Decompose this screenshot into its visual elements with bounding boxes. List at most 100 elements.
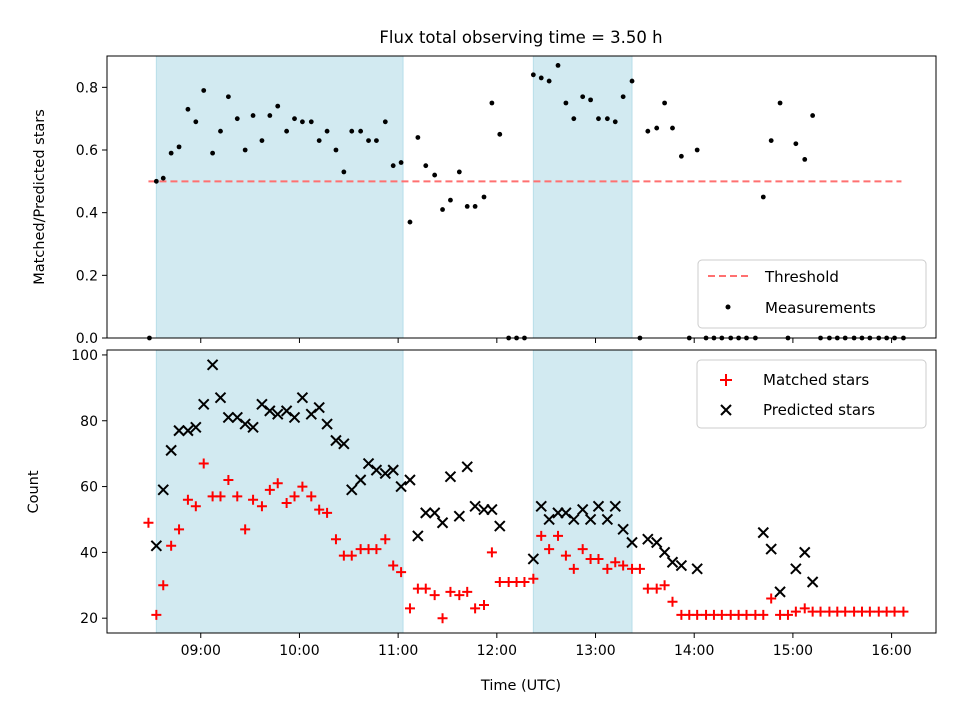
predicted-star-point [486,503,498,516]
measurement-point [472,204,478,209]
measurement-point [210,150,215,156]
top-plot-frame [106,55,937,339]
legend-threshold-label: Threshold [764,268,839,286]
predicted-star-point [370,464,383,476]
predicted-star-point [642,533,654,545]
matched-star-point [898,606,909,617]
measurement-point [308,119,314,125]
measurement-point [489,100,495,106]
matched-star-point [494,576,505,587]
predicted-star-point [626,536,638,549]
measurement-point [571,116,577,122]
matched-star-point [667,596,678,607]
matched-star-point [782,609,793,620]
bottom-legend[interactable]: Matched stars Predicted stars [696,359,927,429]
matched-star-point [577,544,588,555]
bottom-shaded-region-2 [532,349,633,634]
bottom-y-axis-label: Count [26,470,42,513]
measurement-point [250,113,256,118]
matched-star-point [429,590,440,601]
predicted-star-point [790,563,802,575]
predicted-star-point [296,392,309,404]
top-shaded-region-1 [155,55,404,339]
x-axis-label: Time (UTC) [480,678,561,694]
matched-star-point [240,524,251,535]
legend-predicted-swatch [720,404,732,416]
predicted-star-point [774,586,786,598]
top-y-tick-label: 0.0 [76,331,98,347]
predicted-star-point [239,418,251,430]
measurement-point [604,116,610,122]
predicted-star-point [568,513,580,526]
bottom-panel: 20 40 60 80 100 09:00 10:00 11:00 12:00 13:00 14:… [26,348,937,694]
measurement-point [760,194,766,200]
legend-predicted-label: Predicted stars [763,401,875,419]
matched-star-point [568,563,579,574]
predicted-star-point [395,480,407,493]
measurement-point [193,119,199,125]
matched-star-point [404,603,415,614]
top-legend[interactable]: Threshold Measurements [697,259,927,329]
x-tick-label: 13:00 [575,643,615,659]
predicted-star-point [404,474,416,486]
predicted-star-point [346,484,358,496]
measurement-point [218,128,223,134]
matched-star-point [519,576,530,587]
predicted-star-point [666,556,679,568]
predicted-star-point [453,510,466,522]
measurement-point [580,94,586,100]
bottom-x-axis: 09:00 10:00 11:00 12:00 13:00 14:00 15:00 16:00 [181,633,912,659]
x-tick-label: 14:00 [674,643,714,659]
bottom-y-axis: 20 40 60 80 100 [71,348,107,627]
predicted-star-point [675,559,688,572]
matched-star-point [528,573,539,584]
matched-star-point [289,491,300,502]
predicted-star-point [617,523,629,536]
top-y-tick-label: 0.2 [76,268,98,284]
measurement-point [768,138,774,144]
matched-star-point [486,547,497,558]
matched-star-point [371,544,382,555]
bottom-plot-frame [106,349,937,634]
predicted-star-point [535,500,547,513]
top-y-tick-label: 0.6 [76,143,98,159]
measurement-point [407,219,413,225]
bottom-legend-box [696,359,927,429]
top-y-tick-label: 0.4 [76,206,98,222]
matched-star-point [642,583,653,594]
predicted-star-point [288,411,301,424]
measurement-point [440,207,445,212]
matched-star-point [151,609,162,620]
matched-star-point [281,498,292,509]
matched-star-point [799,603,810,614]
predicted-star-point [576,503,589,516]
x-tick-label: 15:00 [773,643,813,659]
matched-star-point [618,560,629,571]
matched-star-point [692,609,703,620]
measurement-point [300,119,305,125]
measurement-point [316,138,322,144]
top-shaded-regions [155,55,633,339]
matched-star-point [790,606,801,617]
predicted-star-point [461,461,473,473]
matched-star-point [158,580,169,591]
predicted-star-point [272,408,284,420]
measurement-point [366,138,371,144]
matched-star-point [396,567,407,578]
matched-star-point [330,534,341,545]
predicted-star-point [173,424,185,437]
predicted-star-point [469,500,481,513]
measurement-point [662,100,668,106]
bottom-y-tick-label: 40 [80,545,98,561]
matched-star-point [248,494,259,505]
matched-stars-series [143,458,909,624]
predicted-star-point [494,520,506,532]
measurement-point [456,169,462,175]
top-y-tick-label: 0.8 [76,80,98,96]
top-x-ticks [200,338,893,343]
measurement-point [374,138,379,144]
bottom-y-tick-label: 20 [80,611,98,627]
matched-star-point [322,507,333,518]
predicted-star-point [420,507,432,519]
